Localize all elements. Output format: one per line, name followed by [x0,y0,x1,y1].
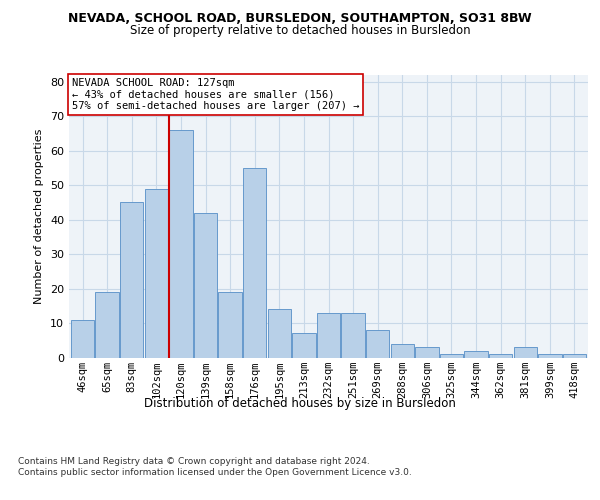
Bar [218,292,242,358]
Bar [538,354,562,358]
Text: Contains HM Land Registry data © Crown copyright and database right 2024.
Contai: Contains HM Land Registry data © Crown c… [18,458,412,477]
Bar [440,354,463,358]
Text: NEVADA, SCHOOL ROAD, BURSLEDON, SOUTHAMPTON, SO31 8BW: NEVADA, SCHOOL ROAD, BURSLEDON, SOUTHAMP… [68,12,532,26]
Text: Size of property relative to detached houses in Bursledon: Size of property relative to detached ho… [130,24,470,37]
Bar [120,202,143,358]
Bar [341,312,365,358]
Bar [145,188,168,358]
Text: Distribution of detached houses by size in Bursledon: Distribution of detached houses by size … [144,398,456,410]
Bar [366,330,389,357]
Bar [464,350,488,358]
Bar [415,347,439,358]
Bar [489,354,512,358]
Bar [391,344,414,357]
Bar [243,168,266,358]
Text: NEVADA SCHOOL ROAD: 127sqm
← 43% of detached houses are smaller (156)
57% of sem: NEVADA SCHOOL ROAD: 127sqm ← 43% of deta… [71,78,359,111]
Bar [169,130,193,358]
Bar [71,320,94,358]
Bar [317,312,340,358]
Y-axis label: Number of detached properties: Number of detached properties [34,128,44,304]
Bar [292,334,316,357]
Bar [563,354,586,358]
Bar [268,310,291,358]
Bar [514,347,537,358]
Bar [95,292,119,358]
Bar [194,213,217,358]
